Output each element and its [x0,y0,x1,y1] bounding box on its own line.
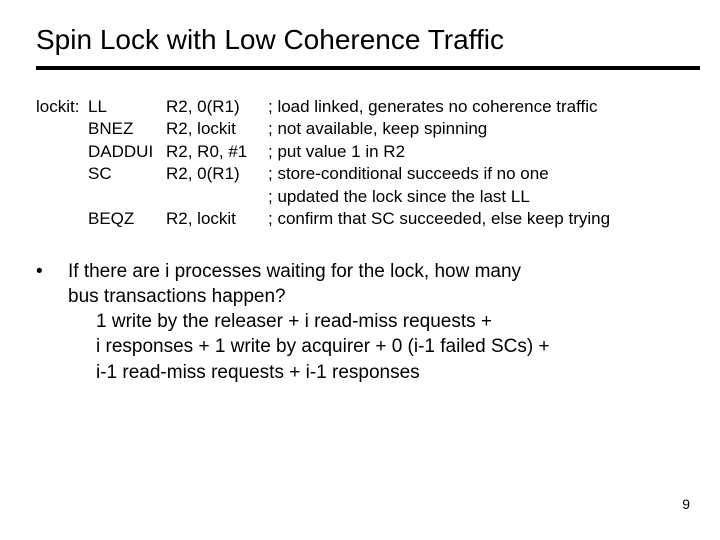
code-comment: ; updated the lock since the last LL [268,186,530,208]
bullet-text: 1 write by the releaser + i read-miss re… [36,309,700,334]
code-operands: R2, 0(R1) [166,163,268,185]
bullet-block: • If there are i processes waiting for t… [36,259,700,385]
title-rule [36,66,700,70]
code-operands: R2, lockit [166,208,268,230]
code-mnemonic: LL [88,96,166,118]
code-mnemonic: DADDUI [88,141,166,163]
code-row: BNEZ R2, lockit ; not available, keep sp… [36,118,700,140]
code-operands: R2, R0, #1 [166,141,268,163]
bullet-text: i-1 read-miss requests + i-1 responses [36,360,700,385]
bullet-item: • If there are i processes waiting for t… [36,259,700,284]
code-comment: ; store-conditional succeeds if no one [268,163,549,185]
code-mnemonic [88,186,166,208]
bullet-text: bus transactions happen? [36,284,700,309]
code-comment: ; put value 1 in R2 [268,141,405,163]
code-row: DADDUI R2, R0, #1 ; put value 1 in R2 [36,141,700,163]
code-comment: ; load linked, generates no coherence tr… [268,96,598,118]
bullet-marker-icon: • [36,259,68,284]
code-label [36,118,88,140]
code-label [36,141,88,163]
assembly-code-block: lockit: LL R2, 0(R1) ; load linked, gene… [36,96,700,231]
code-row: SC R2, 0(R1) ; store-conditional succeed… [36,163,700,185]
bullet-text: i responses + 1 write by acquirer + 0 (i… [36,334,700,359]
code-row: ; updated the lock since the last LL [36,186,700,208]
code-row: BEQZ R2, lockit ; confirm that SC succee… [36,208,700,230]
page-title: Spin Lock with Low Coherence Traffic [36,24,700,56]
code-comment: ; confirm that SC succeeded, else keep t… [268,208,610,230]
page-number: 9 [682,496,690,512]
code-row: lockit: LL R2, 0(R1) ; load linked, gene… [36,96,700,118]
code-label [36,208,88,230]
code-label [36,163,88,185]
code-mnemonic: BEQZ [88,208,166,230]
code-label [36,186,88,208]
slide: Spin Lock with Low Coherence Traffic loc… [0,0,720,540]
code-label: lockit: [36,96,88,118]
code-operands [166,186,268,208]
code-mnemonic: BNEZ [88,118,166,140]
code-operands: R2, lockit [166,118,268,140]
code-operands: R2, 0(R1) [166,96,268,118]
code-mnemonic: SC [88,163,166,185]
bullet-text: If there are i processes waiting for the… [68,259,521,284]
code-comment: ; not available, keep spinning [268,118,487,140]
